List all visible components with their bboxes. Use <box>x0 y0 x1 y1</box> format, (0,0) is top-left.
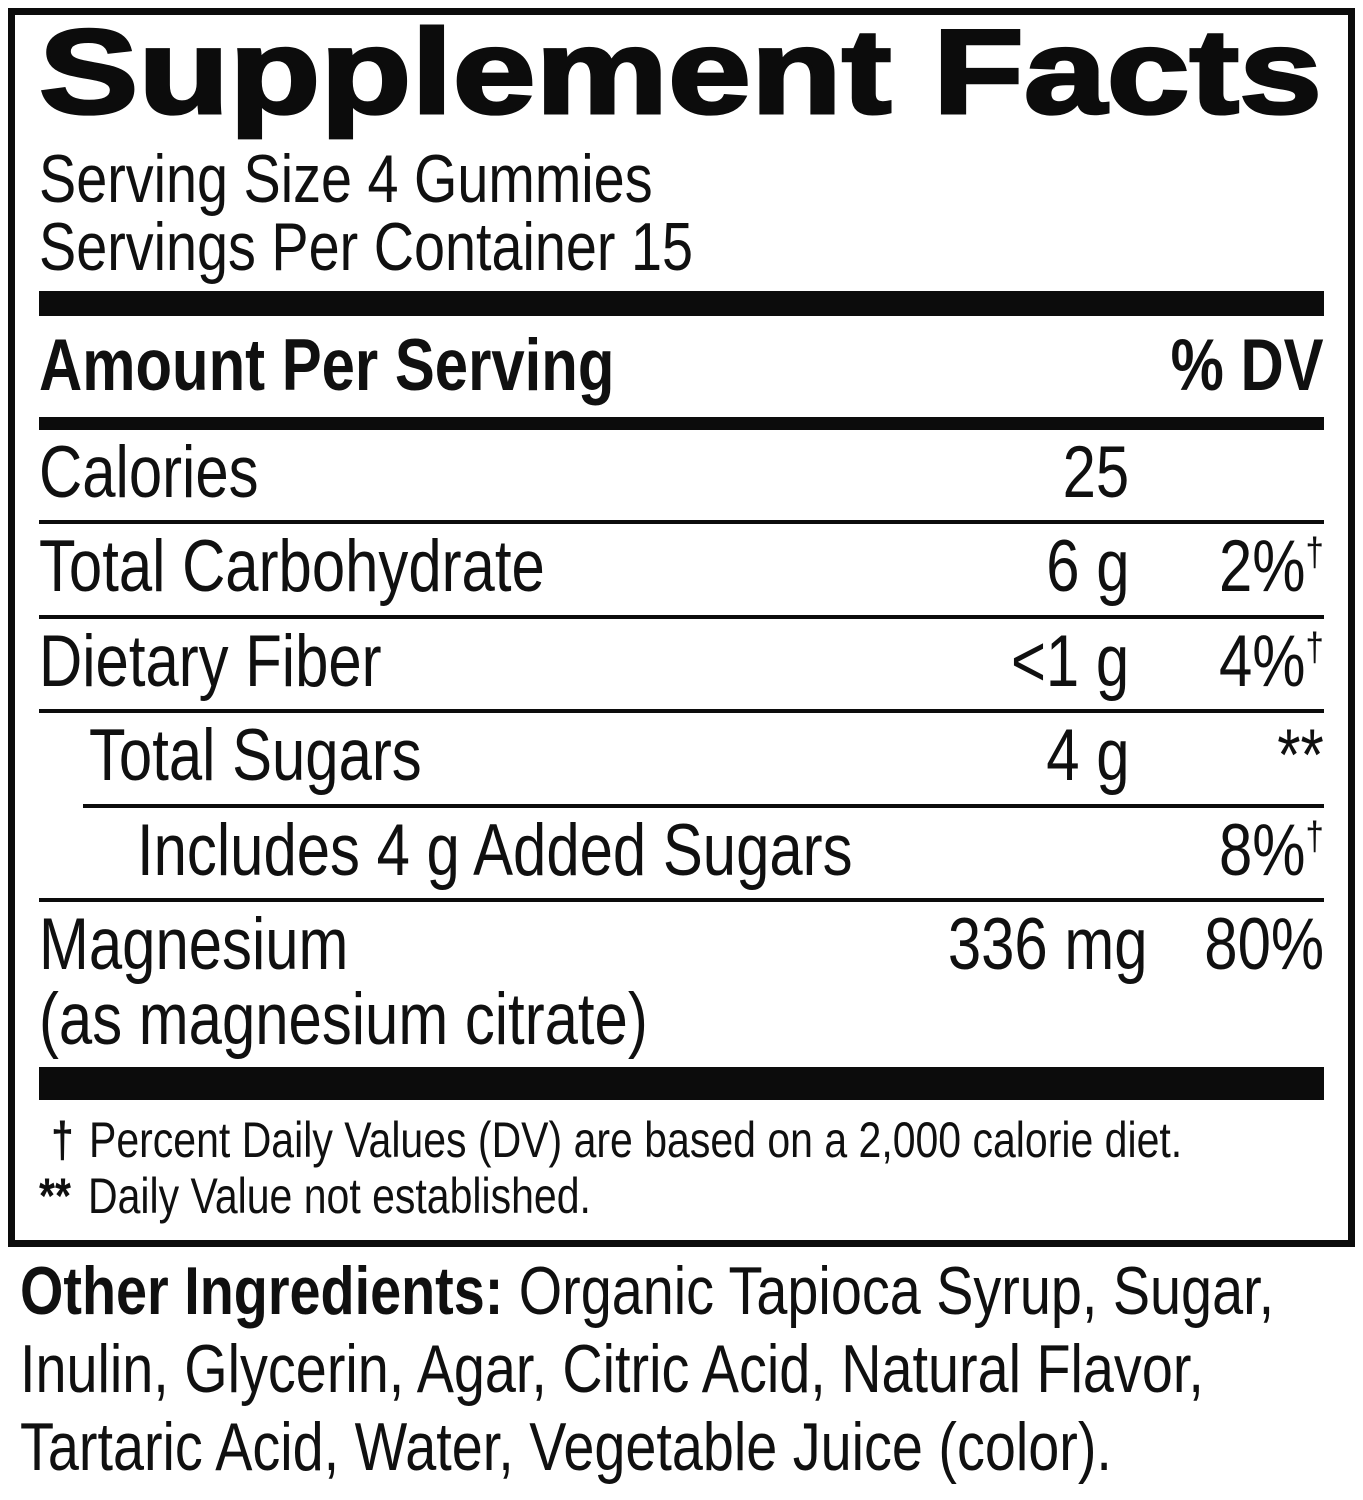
serving-size: Serving Size 4 Gummies <box>39 141 653 217</box>
dagger-footnote-mark: † <box>1305 624 1324 670</box>
row-divider <box>39 614 1324 619</box>
nutrient-amount: <1 g <box>1010 620 1129 702</box>
row-dietary-fiber: Dietary Fiber <1 g 4%† <box>39 619 1324 709</box>
supplement-facts-panel: Supplement Facts Serving Size 4 Gummies … <box>8 8 1355 1248</box>
footnote-text: Percent Daily Values (DV) are based on a… <box>88 1112 1182 1169</box>
nutrient-amount: 25 <box>1062 432 1129 513</box>
nutrient-dv-cell: 2%† <box>1129 530 1324 604</box>
separator-bar-header <box>39 417 1324 430</box>
nutrient-dv-cell <box>1129 436 1324 510</box>
nutrient-name-cell: Includes 4 g Added Sugars <box>39 809 1010 891</box>
row-magnesium: Magnesium (as magnesium citrate) 336 mg … <box>39 902 1324 1067</box>
nutrient-dv-cell: 4%† <box>1129 620 1324 702</box>
nutrient-dv: 80% <box>1204 904 1324 986</box>
nutrient-dv-cell: 80% <box>1129 908 1324 982</box>
footnote-text: Daily Value not established. <box>87 1168 591 1225</box>
nutrient-name: Magnesium <box>39 904 349 986</box>
nutrient-dv: 2%† <box>1219 526 1324 608</box>
nutrient-name-cell: Magnesium (as magnesium citrate) <box>39 904 904 1060</box>
nutrient-name: Calories <box>39 432 259 513</box>
serving-info: Serving Size 4 Gummies Servings Per Cont… <box>39 145 1324 281</box>
nutrient-name-cell: Total Sugars <box>39 715 904 797</box>
footnote-dv-not-established: ** Daily Value not established. <box>39 1168 1324 1224</box>
nutrient-amount-cell: 4 g <box>904 715 1129 797</box>
row-calories: Calories 25 <box>39 430 1324 520</box>
row-divider <box>39 709 1324 714</box>
nutrient-name: Total Sugars <box>89 715 422 797</box>
dagger-marker: † <box>51 1112 74 1169</box>
nutrient-name: Dietary Fiber <box>39 620 382 702</box>
row-total-sugars: Total Sugars 4 g ** <box>39 713 1324 803</box>
nutrient-amount: 6 g <box>1045 526 1129 608</box>
nutrient-amount-cell: <1 g <box>904 620 1129 702</box>
nutrient-name-cell: Dietary Fiber <box>39 620 904 702</box>
nutrient-name-cell: Calories <box>39 432 904 513</box>
column-header-row: Amount Per Serving % DV <box>39 316 1324 417</box>
dagger-footnote-mark: † <box>1305 813 1324 859</box>
servings-per-container: Servings Per Container 15 <box>39 209 693 285</box>
nutrient-dv-cell: 8%† <box>1178 809 1324 891</box>
nutrient-name: Total Carbohydrate <box>39 526 545 608</box>
panel-title-text: Supplement Facts <box>39 17 1322 139</box>
double-asterisk-marker: ** <box>39 1168 71 1225</box>
nutrient-amount-cell: 25 <box>904 432 1129 513</box>
other-ingredients-text: Organic Tapioca Syrup, Sugar, Inulin, Gl… <box>20 1253 1275 1486</box>
nutrient-dv: 8%† <box>1219 809 1324 891</box>
separator-bar-bottom <box>39 1067 1324 1101</box>
amount-per-serving-header: Amount Per Serving <box>39 325 615 406</box>
nutrient-amount-cell: 336 mg <box>904 907 1148 982</box>
nutrient-amount: 336 mg <box>947 904 1148 986</box>
nutrient-dv-cell: ** <box>1129 719 1324 793</box>
nutrient-amount: 4 g <box>1045 715 1129 797</box>
separator-bar-top <box>39 291 1324 316</box>
row-divider <box>39 898 1324 903</box>
row-divider-indented <box>83 803 1324 808</box>
nutrient-name-source: (as magnesium citrate) <box>39 978 648 1060</box>
other-ingredients-label: Other Ingredients: <box>20 1253 504 1329</box>
row-divider <box>39 520 1324 525</box>
nutrient-amount-cell <box>1010 814 1178 888</box>
nutrient-dv: 4%† <box>1219 620 1324 702</box>
dagger-footnote-mark: † <box>1305 530 1324 576</box>
percent-dv-header: % DV <box>1170 325 1324 406</box>
nutrient-amount-cell: 6 g <box>904 526 1129 608</box>
row-total-carbohydrate: Total Carbohydrate 6 g 2%† <box>39 524 1324 614</box>
footnotes: † Percent Daily Values (DV) are based on … <box>39 1100 1324 1240</box>
nutrient-dv: ** <box>1277 715 1324 797</box>
nutrient-name: Includes 4 g Added Sugars <box>137 809 853 891</box>
row-added-sugars: Includes 4 g Added Sugars 8%† <box>39 808 1324 898</box>
nutrient-name-cell: Total Carbohydrate <box>39 526 904 608</box>
footnote-daily-values: † Percent Daily Values (DV) are based on … <box>39 1112 1324 1168</box>
panel-title: Supplement Facts <box>39 17 1324 141</box>
other-ingredients: Other Ingredients: Organic Tapioca Syrup… <box>20 1252 1363 1487</box>
